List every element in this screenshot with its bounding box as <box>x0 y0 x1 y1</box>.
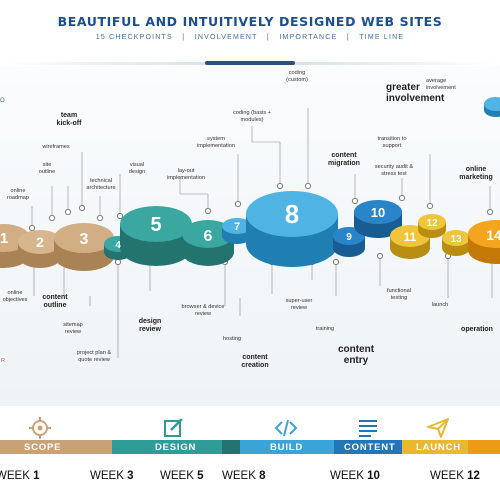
disc-11 <box>390 225 430 259</box>
stage-label-build: BUILD <box>270 442 304 453</box>
disc-layer <box>0 97 500 271</box>
subtitle-separator: | <box>266 34 270 41</box>
disc-3 <box>54 223 114 271</box>
label-content-migration: content migration <box>328 152 360 167</box>
stage-bar-build <box>240 440 334 454</box>
stage-bar-scope <box>0 440 112 454</box>
label-technical-architecture: technical architecture <box>86 178 116 191</box>
label-launch: launch <box>431 302 449 308</box>
label-security-audit: security audit & stress test <box>374 164 414 177</box>
label-content-creation: content creation <box>241 354 269 369</box>
label-online-marketing: online marketing <box>459 166 493 181</box>
label-browser-review: browser & device review <box>181 304 225 317</box>
disc-number-12: 12 <box>426 218 438 229</box>
subtitle-separator: | <box>182 34 186 41</box>
label-design-review: design review <box>138 318 162 333</box>
week-marker-5: WEEK 5 <box>160 470 204 482</box>
disc-12 <box>418 214 446 238</box>
week-marker-12: WEEK 12 <box>430 470 480 482</box>
disc-number-8: 8 <box>285 199 299 229</box>
legend-average-involvement: average involvement <box>426 78 456 91</box>
label-transition-support: transition to support <box>377 136 407 149</box>
disc-number-9: 9 <box>346 232 352 243</box>
disc-number-13: 13 <box>450 234 462 245</box>
timeline-svg: 1 2 3 4 5 6 7 8 9 10 11 12 13 14 <box>0 97 500 358</box>
week-marker-3: WEEK 3 <box>90 470 134 482</box>
disc-number-1: 1 <box>0 230 8 247</box>
label-content-entry: content entry <box>337 344 375 366</box>
disc-number-14: 14 <box>486 227 500 243</box>
header-divider-accent <box>205 61 295 65</box>
text-lines-icon <box>359 420 377 437</box>
timeline-diagram: 1 2 3 4 5 6 7 8 9 10 11 12 13 14 O great… <box>0 66 500 406</box>
disc-10 <box>354 200 402 238</box>
label-operation: operation <box>461 326 493 333</box>
stage-label-scope: SCOPE <box>24 442 62 453</box>
disc-number-7: 7 <box>234 221 240 233</box>
label-visual-design: visual design <box>128 162 146 175</box>
disc-7 <box>222 218 252 244</box>
subtitle-separator: | <box>346 34 350 41</box>
label-online-objectives: online objectives <box>2 290 28 303</box>
stage-label-design: DESIGN <box>155 442 197 453</box>
label-project-plan: project plan & quote review <box>76 350 112 363</box>
disc-number-4: 4 <box>115 240 121 251</box>
stage-bar-design <box>112 440 222 454</box>
disc-number-3: 3 <box>80 231 89 248</box>
stage-bar-operation <box>468 440 500 454</box>
disc-6 <box>182 220 234 266</box>
disc-5 <box>120 206 192 266</box>
pencil-square-icon <box>164 418 183 437</box>
label-training: training <box>315 326 335 332</box>
disc-number-5: 5 <box>150 214 161 236</box>
cut-label-left: O <box>0 98 5 104</box>
disc-13 <box>442 230 470 256</box>
label-coding-custom: coding (custom) <box>286 70 308 83</box>
week-marker-1: WEEK 1 <box>0 470 40 482</box>
label-team-kickoff: team kick-off <box>56 112 82 127</box>
stage-label-launch: LAUNCH <box>416 442 461 453</box>
disc-9 <box>333 227 365 257</box>
subtitle-importance: IMPORTANCE <box>279 34 338 41</box>
label-layout-implementation: lay-out implementation <box>167 168 205 181</box>
target-icon <box>29 417 51 439</box>
week-marker-10: WEEK 10 <box>330 470 380 482</box>
label-system-implementation: system implementation <box>197 136 235 149</box>
disc-number-2: 2 <box>36 234 44 250</box>
label-sitemap-review: sitemap review <box>63 322 83 335</box>
disc-numbers: 1 2 3 4 5 6 7 8 9 10 11 12 13 14 <box>0 199 500 251</box>
subtitle-involvement: INVOLVEMENT <box>194 34 258 41</box>
disc-8 <box>246 191 338 267</box>
cut-label-right: R <box>0 358 6 364</box>
disc-2 <box>18 230 62 268</box>
label-hosting: hosting <box>222 336 242 342</box>
label-site-outline: site outline <box>38 162 56 175</box>
legend-greater-involvement: greater involvement <box>386 82 445 104</box>
subtitle-checkpoints: 15 CHECKPOINTS <box>95 34 173 41</box>
label-coding-basis: coding (basis + modules) <box>233 110 271 123</box>
disc-number-11: 11 <box>404 230 417 244</box>
page-title: BEAUTIFUL AND INTUITIVELY DESIGNED WEB S… <box>57 14 443 29</box>
label-functional-testing: functional testing <box>387 288 411 301</box>
label-super-user-review: super-user review <box>285 298 313 311</box>
legend-disc <box>484 97 500 117</box>
label-content-outline: content outline <box>42 294 68 309</box>
stage-bar-design-overlap <box>222 440 240 454</box>
disc-14 <box>468 220 500 264</box>
disc-number-6: 6 <box>204 228 213 245</box>
paper-plane-icon <box>427 418 449 438</box>
label-wireframes: wireframes <box>42 144 70 150</box>
subtitle: 15 CHECKPOINTS | INVOLVEMENT | IMPORTANC… <box>0 34 500 41</box>
stage-bar-launch <box>402 440 468 454</box>
week-marker-8: WEEK 8 <box>222 470 266 482</box>
stage-label-content: CONTENT <box>344 442 396 453</box>
header: BEAUTIFUL AND INTUITIVELY DESIGNED WEB S… <box>0 0 500 60</box>
subtitle-timeline: TIME LINE <box>359 34 405 41</box>
stage-bar-content <box>334 440 402 454</box>
code-icon <box>274 419 298 437</box>
disc-number-10: 10 <box>371 205 385 220</box>
label-online-roadmap: online roadmap <box>6 188 30 201</box>
stage-icons <box>0 408 500 456</box>
